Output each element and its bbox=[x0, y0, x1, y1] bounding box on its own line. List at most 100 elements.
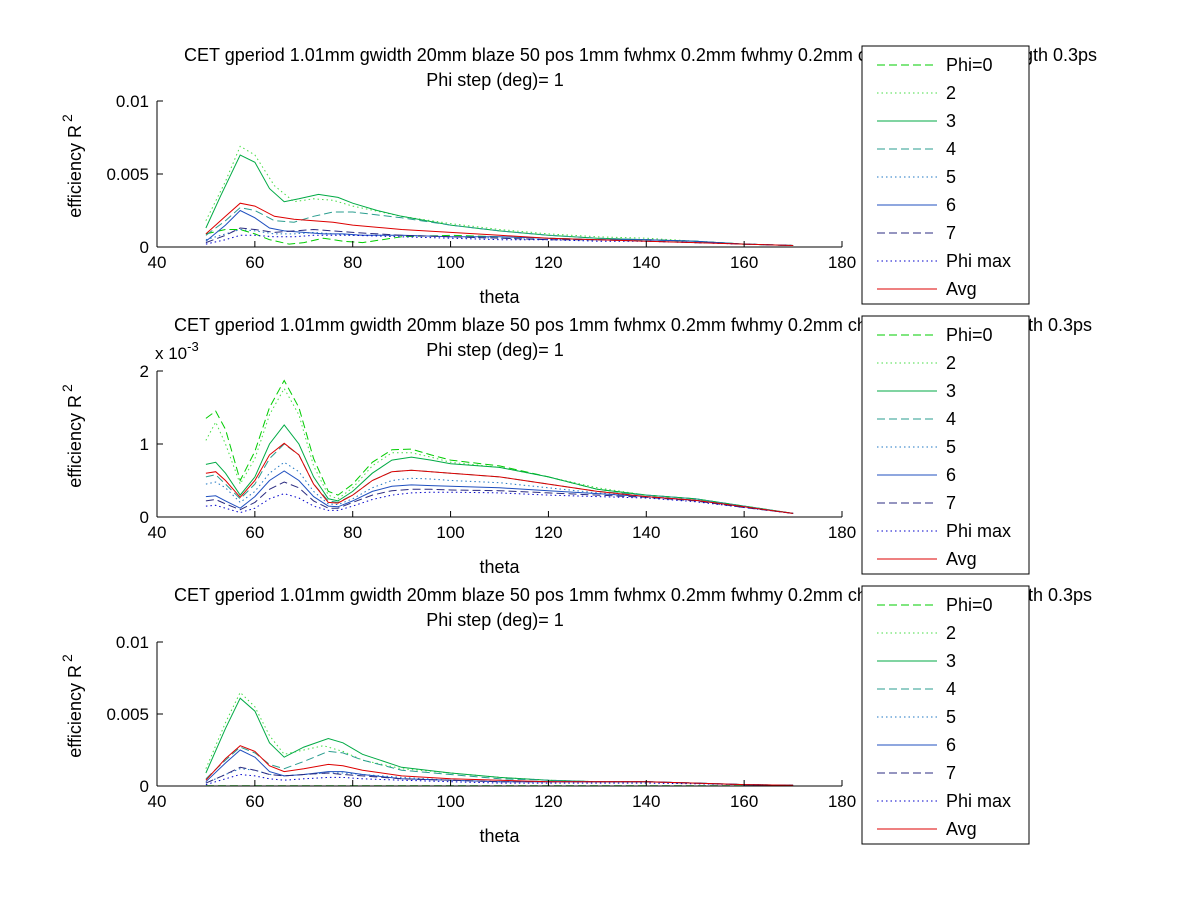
y-axis-label: efficiency R2 bbox=[59, 384, 85, 488]
x-tick-label: 120 bbox=[534, 792, 562, 811]
x-tick-label: 180 bbox=[828, 792, 856, 811]
legend: Phi=0 2 3 4 5 6 7 Phi max Avg bbox=[861, 585, 1030, 845]
x-tick-label: 140 bbox=[632, 253, 660, 272]
legend-entry: 7 bbox=[946, 763, 956, 783]
legend-entry: 3 bbox=[946, 381, 956, 401]
chart-title: CET gperiod 1.01mm gwidth 20mm blaze 50 … bbox=[174, 315, 928, 335]
y-tick-label: 0.005 bbox=[106, 705, 149, 724]
y-tick-label: 0 bbox=[140, 777, 149, 796]
x-tick-label: 140 bbox=[632, 792, 660, 811]
series-line-2 bbox=[205, 387, 794, 514]
y-axis-label: efficiency R2 bbox=[59, 654, 85, 758]
y-tick-label: 0.01 bbox=[116, 633, 149, 652]
subplot-1: 40 60 80 100 120 140 160 180 0 0.005 0.01 theta effi… bbox=[59, 45, 1097, 307]
legend-entry: 5 bbox=[946, 167, 956, 187]
series-line-9 bbox=[205, 202, 794, 246]
x-axis-label: theta bbox=[479, 557, 520, 577]
x-tick-label: 40 bbox=[148, 253, 167, 272]
chart-title: CET gperiod 1.01mm gwidth 20mm blaze 50 … bbox=[174, 585, 928, 605]
y-tick-label: 0.01 bbox=[116, 92, 149, 111]
series-line-4 bbox=[205, 207, 794, 246]
x-tick-label: 80 bbox=[343, 253, 362, 272]
legend-entry: Phi=0 bbox=[946, 325, 993, 345]
x-tick-label: 60 bbox=[245, 253, 264, 272]
series-line-7 bbox=[205, 227, 794, 246]
x-tick-label: 160 bbox=[730, 253, 758, 272]
series-line-3 bbox=[205, 424, 794, 514]
legend-entry: 7 bbox=[946, 223, 956, 243]
legend-entry: 3 bbox=[946, 651, 956, 671]
chart-subtitle: Phi step (deg)= 1 bbox=[426, 610, 564, 630]
chart-title-tail: th 0.3ps bbox=[1028, 315, 1092, 335]
subplot-2: 40 60 80 100 120 140 160 180 0 1 2 x 10-3 theta effic… bbox=[59, 315, 1092, 577]
chart-subtitle: Phi step (deg)= 1 bbox=[426, 340, 564, 360]
legend-entry: Phi max bbox=[946, 791, 1011, 811]
series-line-4 bbox=[205, 746, 794, 786]
legend-entry: Avg bbox=[946, 549, 977, 569]
legend-entry: Avg bbox=[946, 279, 977, 299]
x-tick-label: 100 bbox=[436, 523, 464, 542]
y-tick-label: 0 bbox=[140, 238, 149, 257]
legend-entry: 2 bbox=[946, 353, 956, 373]
x-tick-label: 40 bbox=[148, 523, 167, 542]
legend: Phi=0 2 3 4 5 6 7 Phi max Avg bbox=[861, 315, 1030, 575]
chart-subtitle: Phi step (deg)= 1 bbox=[426, 70, 564, 90]
legend-entry: Phi max bbox=[946, 521, 1011, 541]
legend-entry: Avg bbox=[946, 819, 977, 839]
legend-entry: 2 bbox=[946, 623, 956, 643]
y-tick-label: 0 bbox=[140, 508, 149, 527]
x-tick-label: 100 bbox=[436, 792, 464, 811]
y-axis-label: efficiency R2 bbox=[59, 114, 85, 218]
legend-entry: 4 bbox=[946, 139, 956, 159]
legend-entry: Phi=0 bbox=[946, 55, 993, 75]
x-tick-label: 100 bbox=[436, 253, 464, 272]
x-tick-label: 180 bbox=[828, 253, 856, 272]
subplot-3: 40 60 80 100 120 140 160 180 0 0.005 0.01 theta effi… bbox=[59, 585, 1092, 846]
x-tick-label: 120 bbox=[534, 523, 562, 542]
legend-box bbox=[861, 585, 1030, 845]
y-exponent-label: x 10-3 bbox=[155, 339, 199, 363]
legend-box bbox=[861, 315, 1030, 575]
plot-area bbox=[157, 101, 842, 247]
x-tick-label: 60 bbox=[245, 523, 264, 542]
chart-title: CET gperiod 1.01mm gwidth 20mm blaze 50 … bbox=[184, 45, 928, 65]
y-tick-label: 0.005 bbox=[106, 165, 149, 184]
legend-entry: 5 bbox=[946, 707, 956, 727]
legend-box bbox=[861, 45, 1030, 305]
legend-entry: Phi max bbox=[946, 251, 1011, 271]
x-tick-label: 160 bbox=[730, 523, 758, 542]
plot-area bbox=[157, 642, 842, 786]
legend-entry: 2 bbox=[946, 83, 956, 103]
legend-entry: 6 bbox=[946, 465, 956, 485]
series-line-5 bbox=[205, 461, 794, 514]
legend-entry: 4 bbox=[946, 679, 956, 699]
chart-title-tail: gth 0.3ps bbox=[1023, 45, 1097, 65]
legend-entry: 6 bbox=[946, 195, 956, 215]
x-tick-label: 40 bbox=[148, 792, 167, 811]
x-tick-label: 180 bbox=[828, 523, 856, 542]
x-tick-label: 160 bbox=[730, 792, 758, 811]
x-tick-label: 60 bbox=[245, 792, 264, 811]
y-tick-label: 2 bbox=[140, 362, 149, 381]
plot-area bbox=[157, 371, 842, 517]
x-tick-label: 80 bbox=[343, 523, 362, 542]
series-line-7 bbox=[205, 481, 794, 514]
legend-entry: 6 bbox=[946, 735, 956, 755]
series-line-6 bbox=[205, 470, 794, 514]
y-tick-label: 1 bbox=[140, 435, 149, 454]
legend-entry: 5 bbox=[946, 437, 956, 457]
legend-entry: 3 bbox=[946, 111, 956, 131]
legend-entry: 7 bbox=[946, 493, 956, 513]
chart-title-tail: th 0.3ps bbox=[1028, 585, 1092, 605]
x-tick-label: 80 bbox=[343, 792, 362, 811]
legend: Phi=0 2 3 4 5 6 7 Phi max Avg bbox=[861, 45, 1030, 305]
x-tick-label: 140 bbox=[632, 523, 660, 542]
legend-entry: Phi=0 bbox=[946, 595, 993, 615]
x-axis-label: theta bbox=[479, 287, 520, 307]
legend-entry: 4 bbox=[946, 409, 956, 429]
series-line-8 bbox=[205, 491, 794, 514]
series-line-9 bbox=[205, 442, 794, 514]
x-tick-label: 120 bbox=[534, 253, 562, 272]
x-axis-label: theta bbox=[479, 826, 520, 846]
